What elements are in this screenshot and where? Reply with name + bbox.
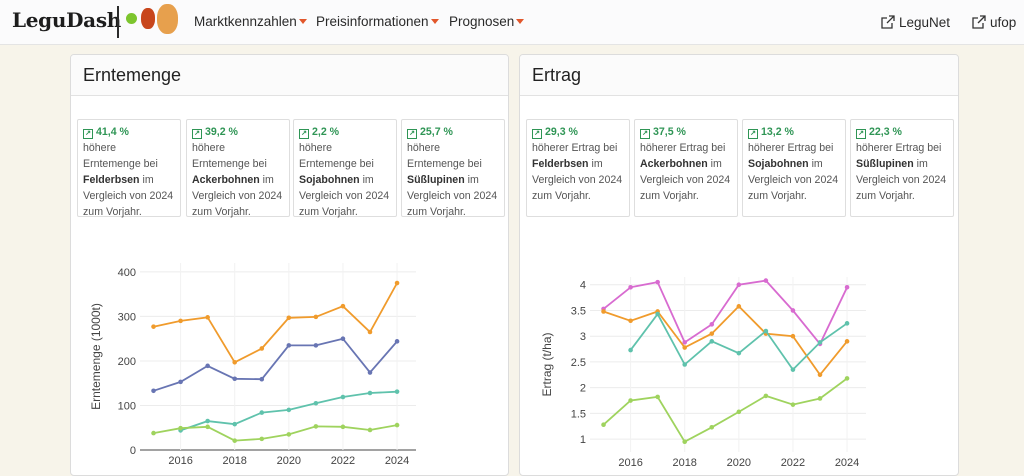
stat-text: höhere Erntemenge bei [407, 142, 482, 170]
trend-up-icon: ↗ [192, 129, 202, 139]
caret-down-icon [298, 19, 307, 24]
stat-text: im Vergleich von 2024 zum Vorjahr. [640, 158, 731, 202]
stat-text: im Vergleich von 2024 zum Vorjahr. [299, 174, 390, 218]
brand-name[interactable]: LeguDash [12, 8, 122, 32]
panel-header [71, 55, 508, 96]
nav-marktkennzahlen[interactable]: Marktkennzahlen [194, 14, 307, 29]
stat-card: ↗ 37,5 % höherer Ertrag bei Ackerbohnen i… [634, 119, 738, 217]
stat-value: ↗ 37,5 % [640, 126, 686, 139]
panel-title: Ertrag [532, 65, 582, 85]
panel-erntemenge: Erntemenge ↗ 41,4 % höhere Erntemenge bei… [70, 54, 509, 476]
stat-percent: 29,3 % [545, 126, 578, 138]
stat-crop: Sojabohnen [299, 174, 360, 186]
stat-crop: Sojabohnen [748, 158, 809, 170]
stat-text: höhere Erntemenge bei [192, 142, 267, 170]
panel-header [520, 55, 958, 96]
stat-text: im Vergleich von 2024 zum Vorjahr. [856, 158, 947, 202]
stat-card: ↗ 2,2 % höhere Erntemenge bei Sojabohnen … [293, 119, 397, 218]
stat-text: im Vergleich von 2024 zum Vorjahr. [407, 174, 498, 218]
stat-percent: 37,5 % [653, 126, 686, 138]
stat-value: ↗ 22,3 % [856, 126, 902, 139]
external-link-icon [881, 15, 895, 29]
stat-text: höherer Ertrag bei [856, 142, 942, 154]
nav-preisinformationen[interactable]: Preisinformationen [316, 14, 439, 29]
link-ufop[interactable]: ufop [971, 14, 1016, 30]
stat-card: ↗ 25,7 % höhere Erntemenge bei Süßlupinen… [401, 119, 505, 218]
stat-text: höherer Ertrag bei [640, 142, 726, 154]
stat-crop: Felderbsen [83, 174, 140, 186]
stat-text: höherer Ertrag bei [748, 142, 834, 154]
navbar: LeguDash Marktkennzahlen Preisinformatio… [0, 0, 1024, 45]
logo-dot-orange [157, 4, 178, 34]
stat-value: ↗ 13,2 % [748, 126, 794, 139]
stat-crop: Süßlupinen [407, 174, 465, 186]
stat-crop: Süßlupinen [856, 158, 914, 170]
trend-up-icon: ↗ [407, 129, 417, 139]
nav-prognosen[interactable]: Prognosen [449, 14, 525, 29]
brand-separator [117, 6, 119, 38]
external-link-icon [972, 15, 986, 29]
caret-down-icon [430, 19, 439, 24]
trend-up-icon: ↗ [640, 129, 650, 139]
panel-title: Erntemenge [83, 65, 182, 85]
stat-percent: 25,7 % [420, 126, 453, 138]
link-label: ufop [990, 15, 1017, 30]
stat-text: höhere Erntemenge bei [83, 142, 158, 170]
stat-percent: 2,2 % [312, 126, 340, 138]
stat-text: im Vergleich von 2024 zum Vorjahr. [192, 174, 283, 218]
stat-crop: Felderbsen [532, 158, 589, 170]
logo-dot-green [126, 13, 137, 24]
trend-up-icon: ↗ [748, 129, 758, 139]
link-label: LeguNet [899, 15, 951, 30]
stat-value: ↗ 2,2 % [299, 126, 340, 139]
stat-crop: Ackerbohnen [192, 174, 260, 186]
stat-card: ↗ 29,3 % höherer Ertrag bei Felderbsen im… [526, 119, 630, 217]
link-legunet[interactable]: LeguNet [880, 14, 950, 30]
stat-card: ↗ 39,2 % höhere Erntemenge bei Ackerbohne… [186, 119, 290, 218]
caret-down-icon [516, 19, 525, 24]
stat-value: ↗ 41,4 % [83, 126, 129, 139]
stat-card: ↗ 41,4 % höhere Erntemenge bei Felderbsen… [77, 119, 181, 218]
stat-card: ↗ 22,3 % höherer Ertrag bei Süßlupinen im… [850, 119, 954, 217]
stat-percent: 41,4 % [96, 126, 129, 138]
stat-text: im Vergleich von 2024 zum Vorjahr. [83, 174, 174, 218]
stat-value: ↗ 39,2 % [192, 126, 238, 139]
stat-value: ↗ 29,3 % [532, 126, 578, 139]
trend-up-icon: ↗ [532, 129, 542, 139]
stat-crop: Ackerbohnen [640, 158, 708, 170]
trend-up-icon: ↗ [83, 129, 93, 139]
stat-text: höherer Ertrag bei [532, 142, 618, 154]
nav-label: Prognosen [449, 14, 515, 29]
stat-text: im Vergleich von 2024 zum Vorjahr. [532, 158, 623, 202]
panel-ertrag: Ertrag ↗ 29,3 % höherer Ertrag bei Felder… [519, 54, 959, 476]
trend-up-icon: ↗ [299, 129, 309, 139]
trend-up-icon: ↗ [856, 129, 866, 139]
stat-percent: 39,2 % [205, 126, 238, 138]
stat-percent: 22,3 % [869, 126, 902, 138]
logo-dot-red [141, 8, 155, 29]
nav-label: Marktkennzahlen [194, 14, 297, 29]
stat-card: ↗ 13,2 % höherer Ertrag bei Sojabohnen im… [742, 119, 846, 217]
stat-percent: 13,2 % [761, 126, 794, 138]
stat-text: höhere Erntemenge bei [299, 142, 374, 170]
nav-label: Preisinformationen [316, 14, 429, 29]
stat-value: ↗ 25,7 % [407, 126, 453, 139]
stat-text: im Vergleich von 2024 zum Vorjahr. [748, 158, 839, 202]
